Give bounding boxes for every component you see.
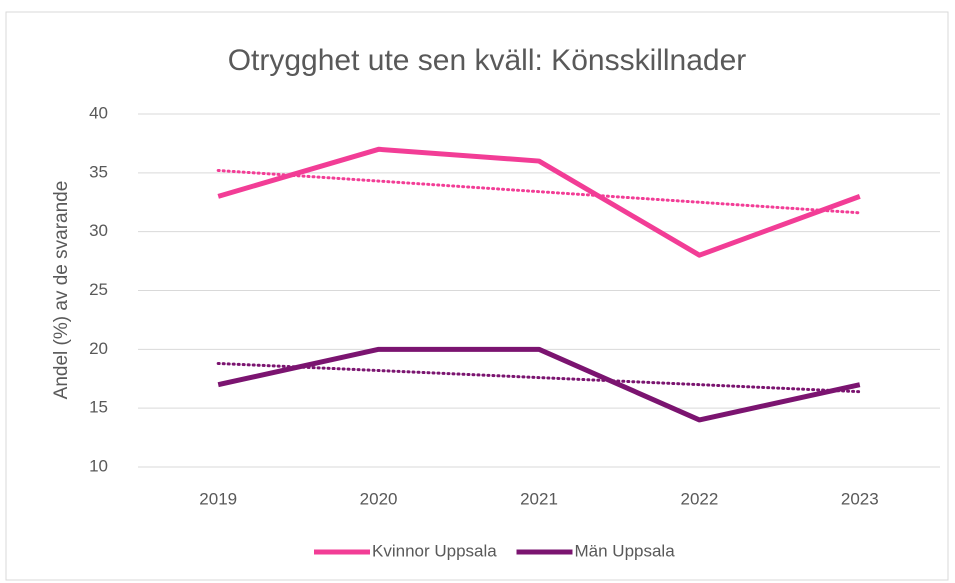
trendline <box>216 168 862 215</box>
series-line <box>217 146 861 258</box>
y-tick-label: 35 <box>89 162 108 181</box>
x-tick-label: 2021 <box>520 489 558 508</box>
legend-label: Män Uppsala <box>575 541 676 560</box>
y-tick-label: 15 <box>89 398 108 417</box>
y-tick-label: 20 <box>89 339 108 358</box>
y-tick-label: 25 <box>89 280 108 299</box>
series-line <box>217 346 861 423</box>
legend-label: Kvinnor Uppsala <box>372 541 497 560</box>
chart-title: Otrygghet ute sen kväll: Könsskillnader <box>228 44 747 77</box>
y-tick-label: 10 <box>89 456 108 475</box>
x-tick-label: 2022 <box>680 489 718 508</box>
x-tick-label: 2019 <box>199 489 237 508</box>
trendline <box>216 361 862 394</box>
chart-frame <box>5 11 949 581</box>
x-tick-label: 2023 <box>841 489 879 508</box>
y-tick-label: 40 <box>89 103 108 122</box>
x-tick-label: 2020 <box>360 489 398 508</box>
y-axis-label: Andel (%) av de svarande <box>51 181 72 400</box>
y-tick-label: 30 <box>89 221 108 240</box>
